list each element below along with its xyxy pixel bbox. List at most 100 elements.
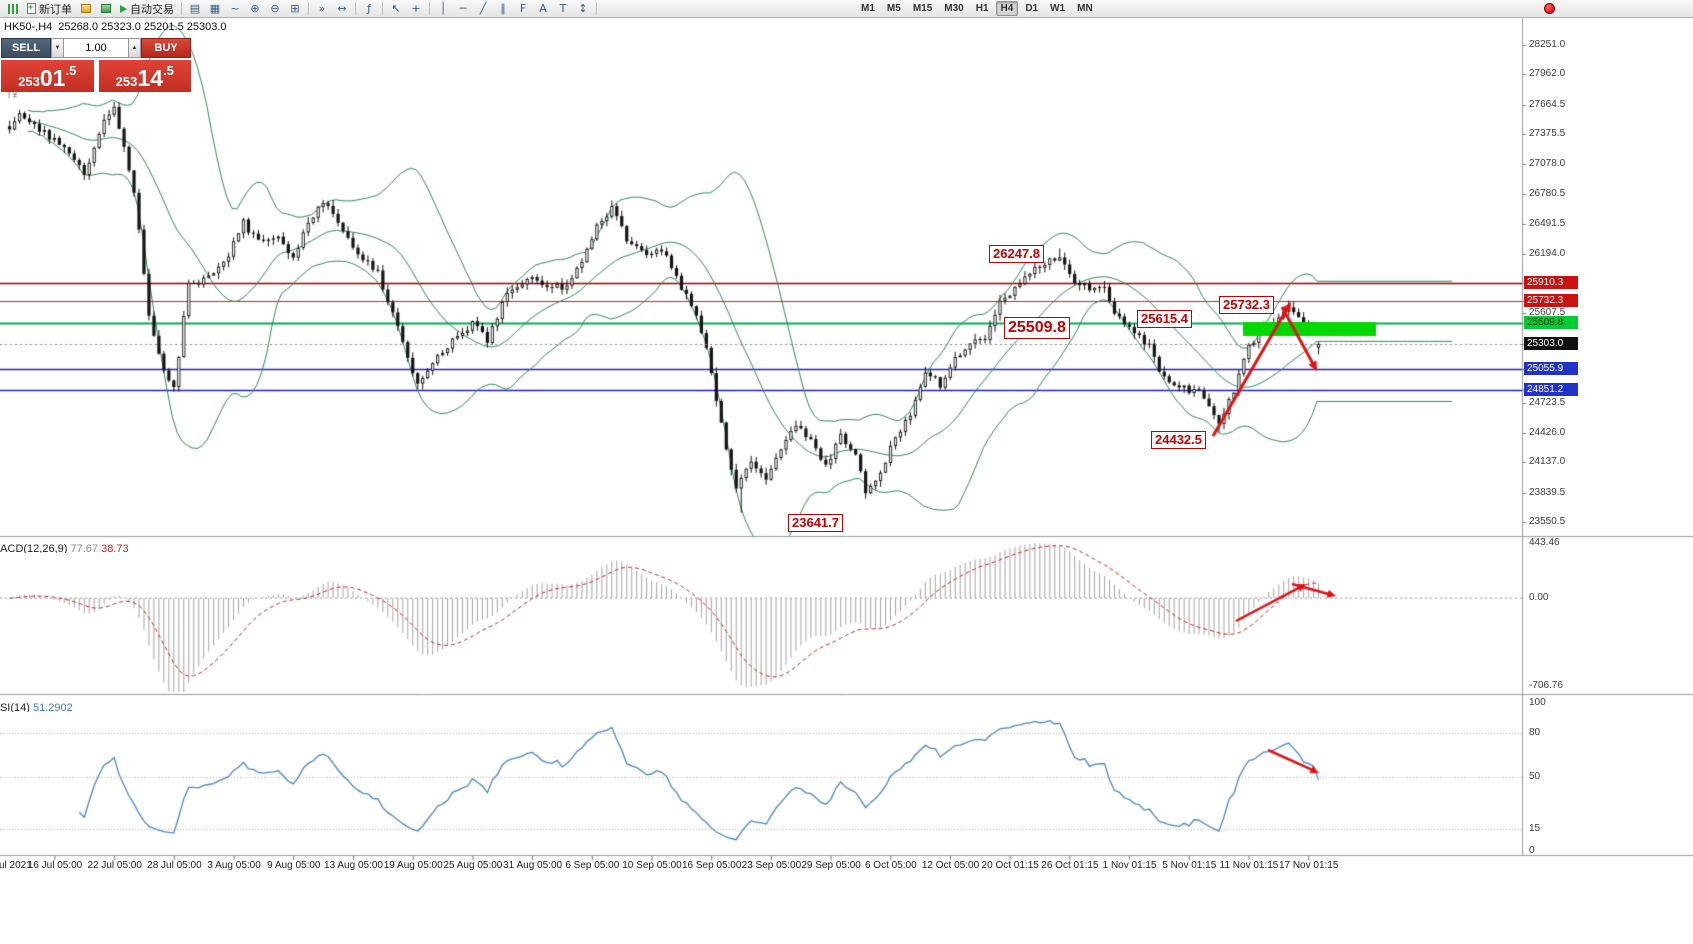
zoom-out-icon[interactable]: ⊖ bbox=[266, 1, 284, 17]
buy-price-box[interactable]: 253 14.5 bbox=[98, 60, 191, 92]
text-glyph: A bbox=[539, 2, 547, 15]
timeframe-m15[interactable]: M15 bbox=[912, 3, 933, 14]
rsi-label: RSI(14) 51.2902 bbox=[0, 698, 220, 712]
buy-price-prefix: 253 bbox=[115, 74, 138, 89]
arrows-glyph: ↕ bbox=[578, 2, 588, 15]
text-tool-icon[interactable]: A bbox=[534, 1, 552, 17]
buy-button[interactable]: BUY bbox=[141, 38, 191, 58]
timeframe-m5[interactable]: M5 bbox=[886, 3, 901, 14]
cursor-icon[interactable]: ↖ bbox=[387, 1, 405, 17]
macd-name: MACD(12,26,9) bbox=[0, 543, 68, 553]
new-order-icon bbox=[27, 2, 36, 14]
price-axis-tag-blue: 25055.9 bbox=[1524, 362, 1578, 376]
new-order-button[interactable]: 新订单 bbox=[24, 1, 75, 17]
horizontal-line-glyph: ─ bbox=[459, 2, 467, 15]
price-annotation[interactable]: 25509.8 bbox=[1004, 317, 1070, 339]
fibonacci-glyph: F bbox=[519, 2, 527, 15]
bar-chart-glyph: ▤ bbox=[189, 2, 201, 15]
price-axis-label: 23839.5 bbox=[1529, 486, 1566, 498]
time-axis-label: 17 Nov 01:15 bbox=[1278, 860, 1339, 871]
time-axis-label: 28 Jul 05:00 bbox=[147, 860, 202, 871]
fibonacci-tool-icon[interactable]: F bbox=[514, 1, 532, 17]
channel-tool-icon[interactable]: ∥ bbox=[494, 1, 512, 17]
price-axis-label: 24723.5 bbox=[1529, 396, 1566, 408]
bar-chart-icon[interactable]: ▤ bbox=[186, 1, 204, 17]
chart-shift-icon[interactable]: ↔ bbox=[333, 1, 351, 17]
price-axis[interactable]: 28251.0 27962.0 27664.5 27375.5 27078.0 26780… bbox=[1523, 0, 1587, 880]
time-axis-label: 22 Jul 05:00 bbox=[87, 860, 142, 871]
navigator-icon[interactable] bbox=[97, 1, 115, 17]
line-chart-icon[interactable]: ~ bbox=[226, 1, 244, 17]
channel-glyph: ∥ bbox=[500, 2, 506, 15]
macd-value-main: 77.67 bbox=[70, 543, 99, 553]
price-annotation[interactable]: 23641.7 bbox=[788, 514, 843, 533]
price-axis-tag-green: 25509.8 bbox=[1524, 316, 1578, 330]
new-order-label: 新订单 bbox=[39, 3, 72, 16]
market-watch-icon[interactable] bbox=[77, 1, 95, 17]
volume-down-button[interactable]: ▼ bbox=[51, 38, 64, 58]
time-axis-label: 9 Aug 05:00 bbox=[267, 860, 321, 871]
volume-up-button[interactable]: ▲ bbox=[128, 38, 141, 58]
timeframe-m30[interactable]: M30 bbox=[944, 3, 964, 14]
trendline-tool-icon[interactable]: ╱ bbox=[474, 1, 492, 17]
auto-scroll-glyph: » bbox=[318, 2, 326, 15]
time-axis-label: 6 Sep 05:00 bbox=[565, 860, 620, 871]
chart-watermark: T¥ bbox=[6, 90, 18, 101]
rsi-axis-label: 15 bbox=[1529, 822, 1541, 834]
price-annotation[interactable]: 24432.5 bbox=[1151, 431, 1206, 450]
tile-windows-glyph: ⊞ bbox=[290, 2, 300, 15]
time-axis-label: 16 Jul 05:00 bbox=[27, 860, 83, 871]
price-annotation[interactable]: 25732.3 bbox=[1219, 296, 1274, 315]
indicators-icon[interactable]: ƒ bbox=[360, 1, 378, 17]
toolbar-separator bbox=[355, 2, 356, 15]
auto-trading-label: 自动交易 bbox=[130, 3, 174, 16]
symbol-label: HK50-,H4 bbox=[4, 21, 53, 33]
time-axis-label: 5 Nov 01:15 bbox=[1162, 860, 1217, 871]
rsi-axis-label: 80 bbox=[1529, 726, 1541, 738]
play-icon bbox=[120, 4, 127, 13]
arrows-tool-icon[interactable]: ↕ bbox=[574, 1, 592, 17]
price-annotation[interactable]: 26247.8 bbox=[989, 245, 1044, 264]
toolbar: 新订单 自动交易 ▤ ▦ ~ ⊕ ⊖ ⊞ » ↔ ƒ ↖ + │ ─ ╱ ∥ F… bbox=[0, 0, 1693, 18]
timeframe-d1[interactable]: D1 bbox=[1025, 3, 1039, 14]
auto-trading-button[interactable]: 自动交易 bbox=[117, 1, 177, 17]
timeframe-m1[interactable]: M1 bbox=[861, 3, 875, 14]
rsi-axis-label: 100 bbox=[1529, 697, 1546, 708]
price-axis-label: 26780.5 bbox=[1529, 188, 1566, 200]
buy-price-suffix: .5 bbox=[162, 63, 174, 78]
rsi-axis-label: 0 bbox=[1529, 845, 1535, 856]
auto-scroll-icon[interactable]: » bbox=[313, 1, 331, 17]
status-dot-icon[interactable] bbox=[1544, 3, 1555, 14]
horizontal-line-tool-icon[interactable]: ─ bbox=[454, 1, 472, 17]
time-axis-label: 25 Aug 05:00 bbox=[443, 860, 503, 871]
volume-input[interactable] bbox=[64, 38, 128, 58]
timeframe-h4[interactable]: H4 bbox=[995, 1, 1019, 16]
time-axis-label: 20 Oct 01:15 bbox=[981, 860, 1039, 871]
chart-window-icon[interactable] bbox=[4, 1, 22, 17]
timeframe-w1[interactable]: W1 bbox=[1050, 3, 1066, 14]
label-glyph: T bbox=[559, 2, 567, 15]
time-axis-label: 26 Oct 01:15 bbox=[1041, 860, 1099, 871]
timeframe-h1[interactable]: H1 bbox=[975, 3, 989, 14]
zoom-in-icon[interactable]: ⊕ bbox=[246, 1, 264, 17]
timeframe-mn[interactable]: MN bbox=[1077, 3, 1093, 14]
sell-button[interactable]: SELL bbox=[1, 38, 51, 58]
sell-price-box[interactable]: 253 01.5 bbox=[1, 60, 94, 92]
price-axis-label: 27375.5 bbox=[1529, 127, 1566, 139]
rsi-panel-separator[interactable] bbox=[0, 693, 1522, 697]
tile-windows-icon[interactable]: ⊞ bbox=[286, 1, 304, 17]
candlestick-chart-icon[interactable]: ▦ bbox=[206, 1, 224, 17]
zoom-in-glyph: ⊕ bbox=[250, 2, 260, 15]
toolbar-separator bbox=[382, 2, 383, 15]
vertical-line-tool-icon[interactable]: │ bbox=[434, 1, 452, 17]
time-axis-label: Jul 2021 bbox=[0, 860, 32, 871]
crosshair-icon[interactable]: + bbox=[407, 1, 425, 17]
label-tool-icon[interactable]: T bbox=[554, 1, 572, 17]
toolbar-separator bbox=[429, 2, 430, 15]
price-annotation[interactable]: 25615.4 bbox=[1137, 310, 1192, 329]
timeframe-group: M1 M5 M15 M30 H1 H4 D1 W1 MN bbox=[855, 1, 1099, 16]
price-axis-label: 24137.0 bbox=[1529, 456, 1566, 468]
